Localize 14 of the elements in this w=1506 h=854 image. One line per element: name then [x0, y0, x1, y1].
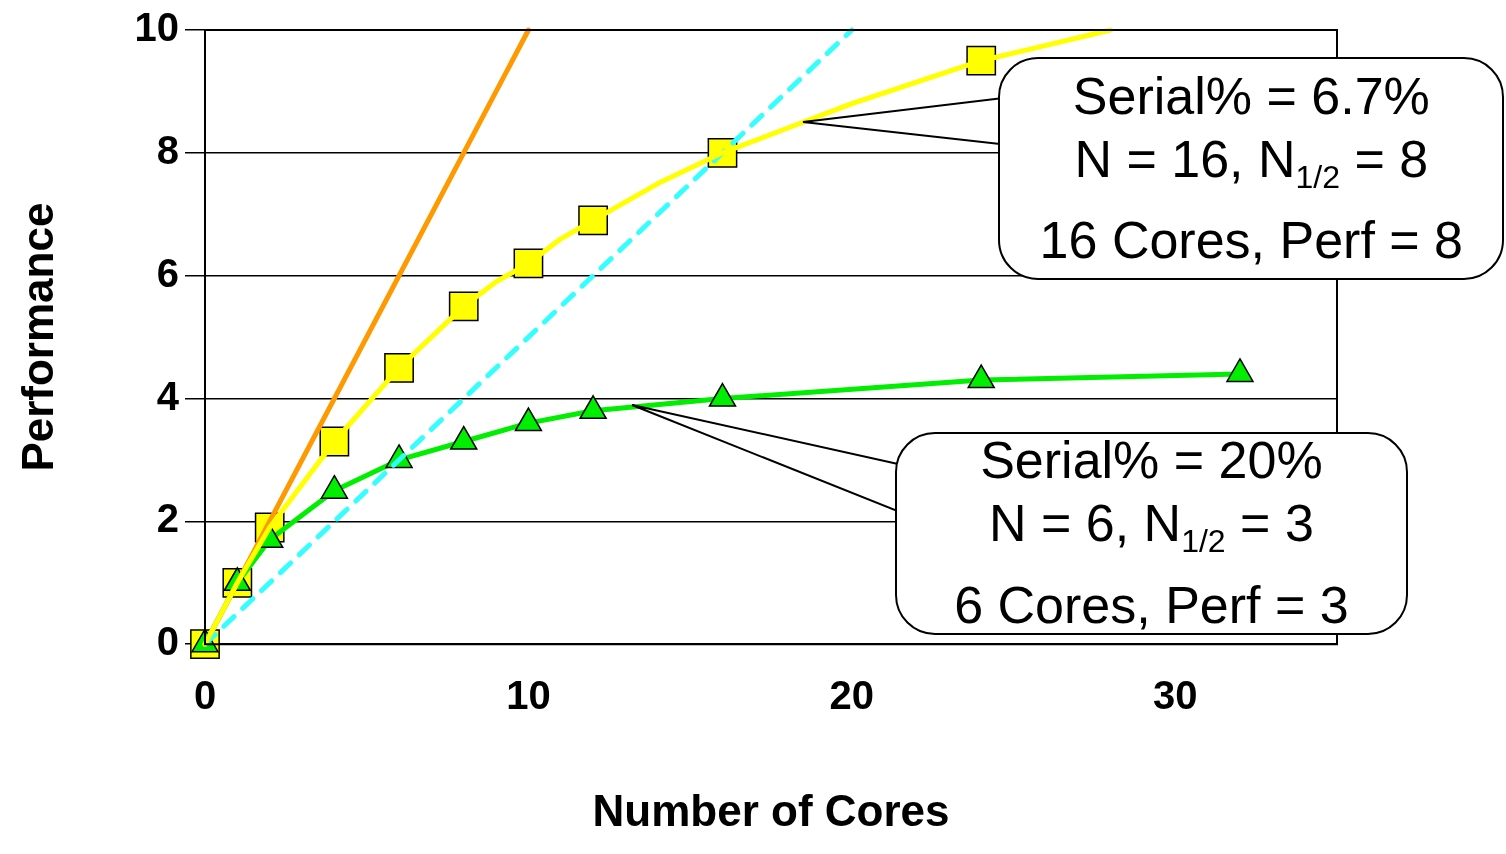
y-axis-title: Performance: [12, 202, 62, 472]
y-tick-label: 8: [156, 127, 179, 172]
y-tick-label: 6: [156, 250, 179, 295]
annotation: Serial% = 6.7% N = 16, N$_{1/2}$ = 8 16 Cores, Perf = 8: [1038, 65, 1465, 272]
y-tick-label: 2: [156, 496, 179, 541]
x-tick-label: 20: [829, 673, 875, 718]
annotation: Serial% = 20% N = 6, N$_{1/2}$ = 3 6 Cores, Perf = 3: [896, 429, 1406, 637]
x-axis-title: Number of Cores: [592, 785, 950, 835]
y-tick-label: 0: [156, 619, 179, 664]
y-tick-label: 4: [156, 373, 180, 418]
x-tick-label: 0: [193, 673, 217, 718]
x-tick-label: 10: [506, 673, 551, 718]
y-tick-label: 10: [134, 5, 179, 50]
x-tick-label: 30: [1153, 673, 1198, 718]
